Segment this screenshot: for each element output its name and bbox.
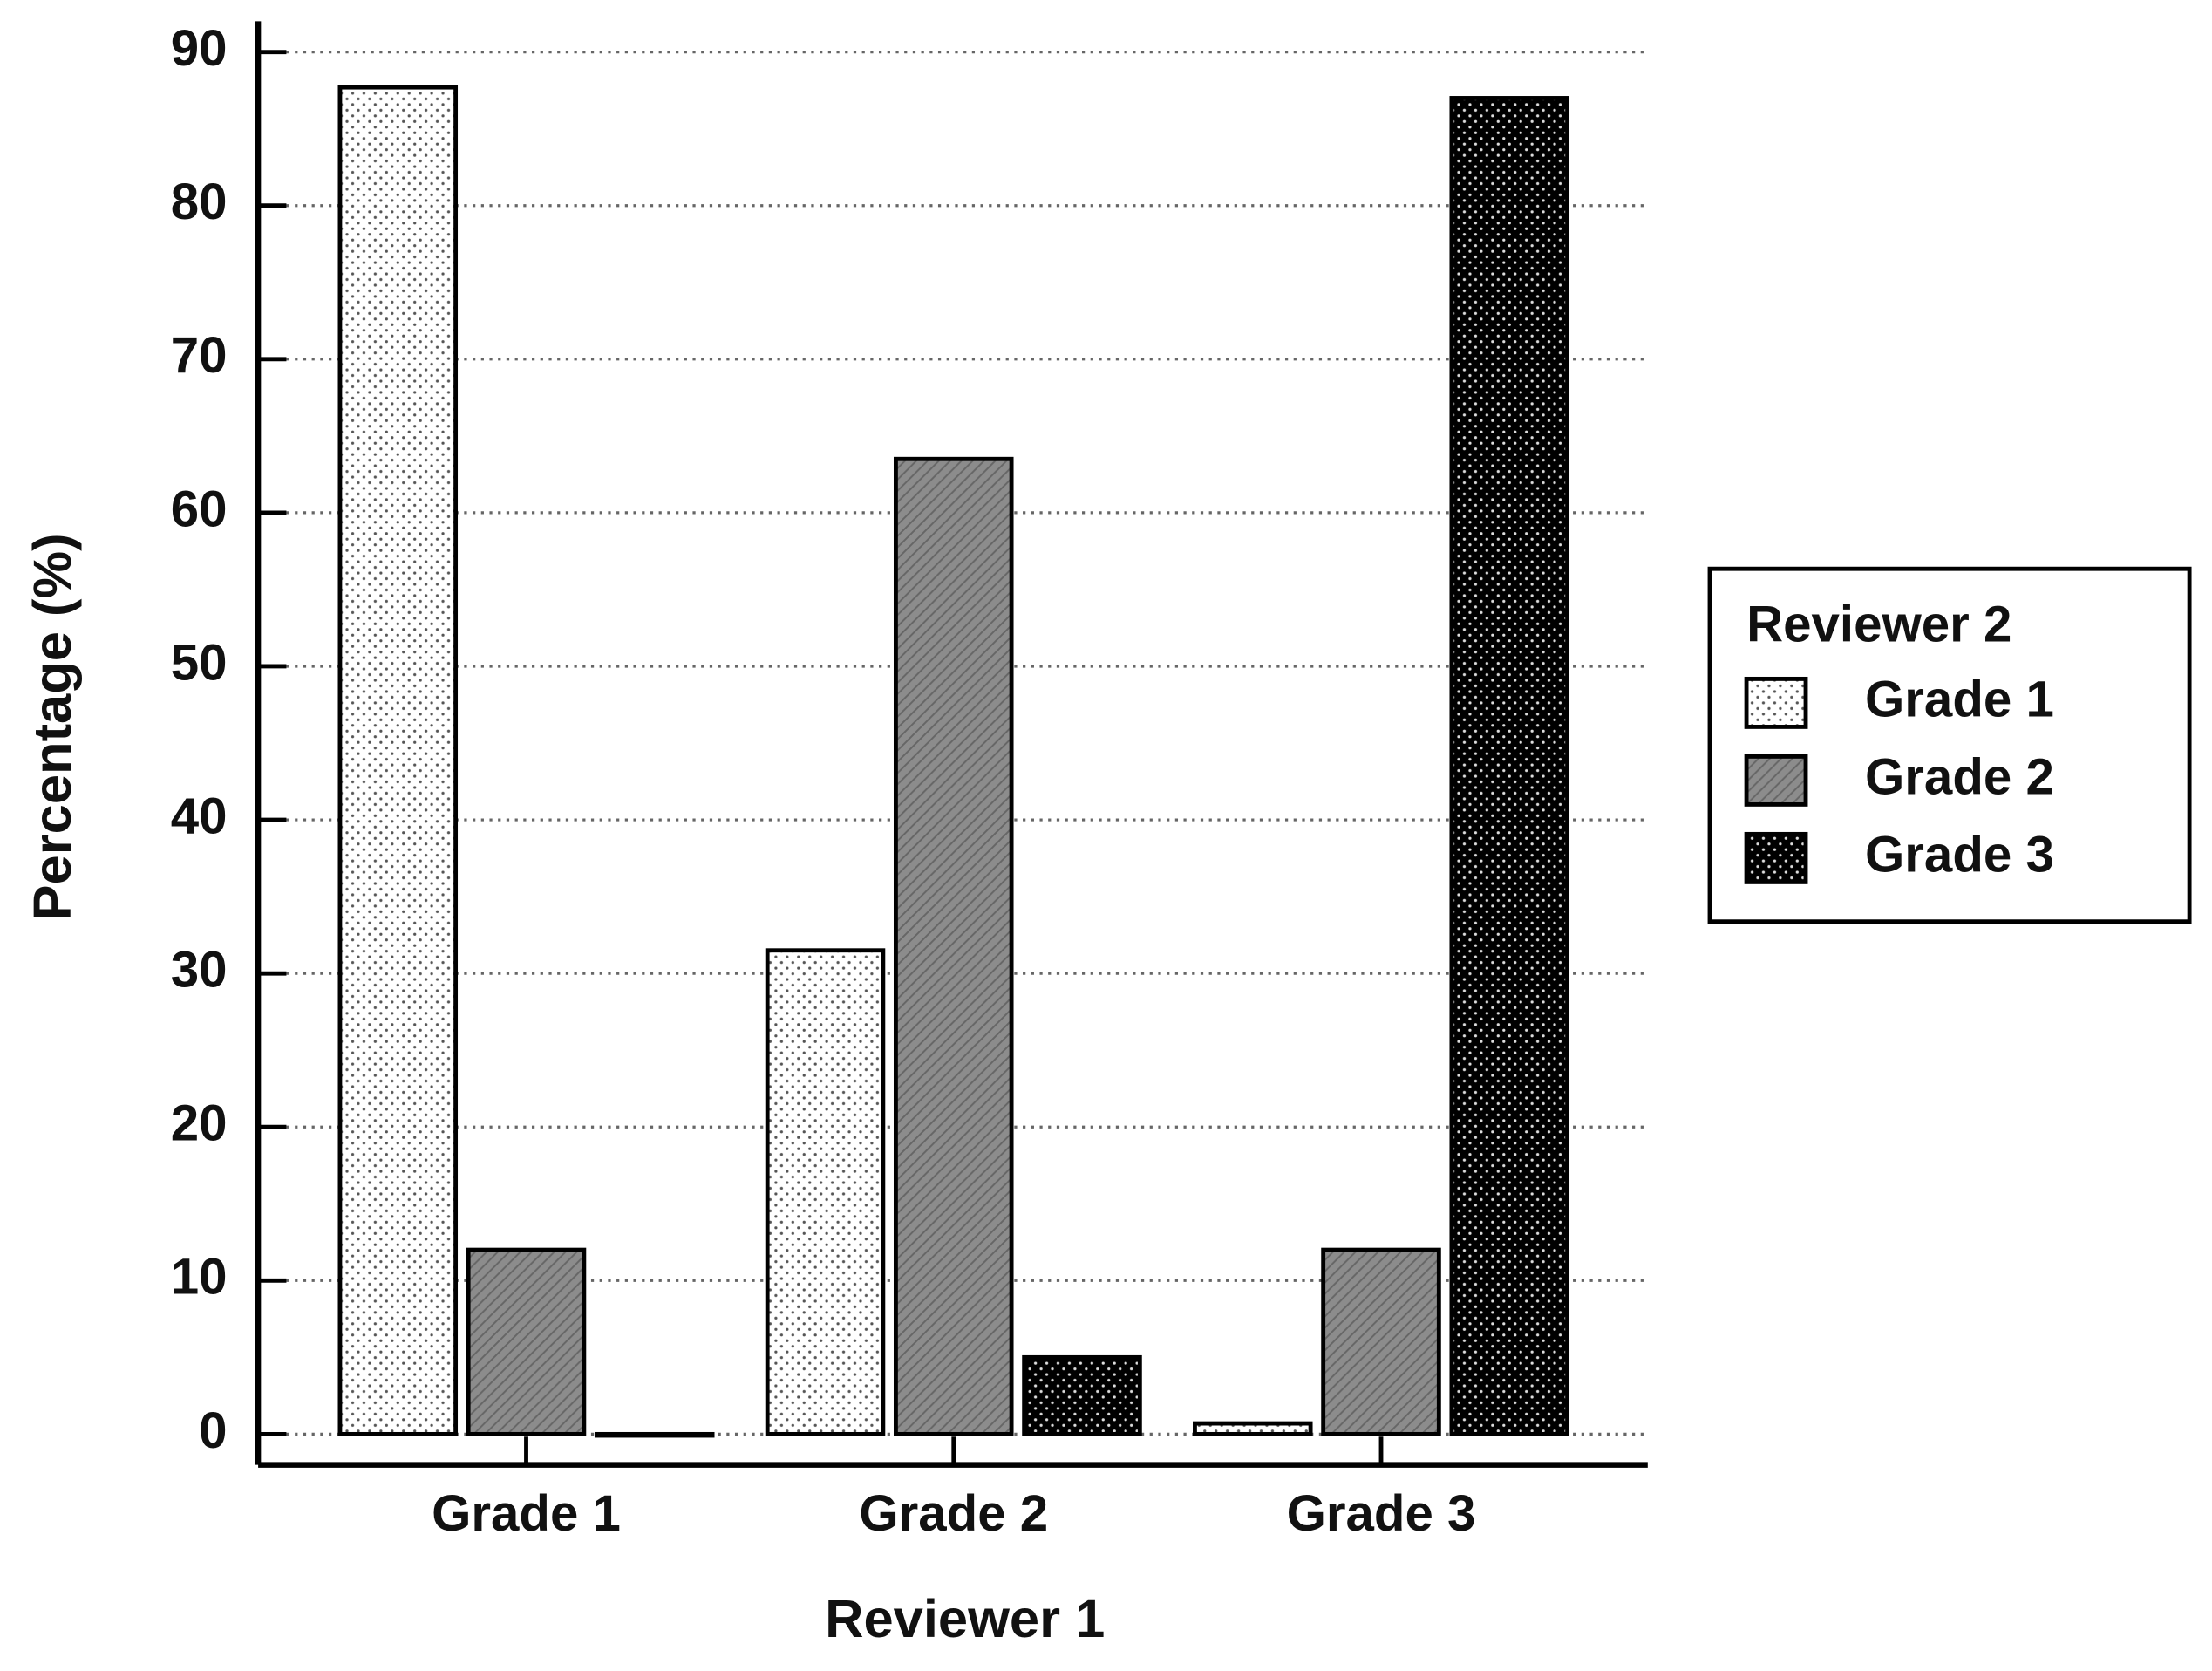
bar bbox=[765, 948, 886, 1436]
y-tick-label: 40 bbox=[171, 788, 228, 844]
y-tick-label: 30 bbox=[171, 942, 228, 999]
y-tick-label: 60 bbox=[171, 481, 228, 537]
x-tick-label: Grade 1 bbox=[432, 1485, 621, 1542]
bar bbox=[466, 1247, 587, 1436]
legend-swatch bbox=[1744, 831, 1808, 884]
legend-label: Grade 2 bbox=[1865, 748, 2054, 805]
y-tick-label: 20 bbox=[171, 1095, 228, 1152]
x-tick-label: Grade 3 bbox=[1287, 1485, 1476, 1542]
legend-swatch bbox=[1744, 754, 1808, 807]
y-tick-label: 70 bbox=[171, 327, 228, 384]
x-tick-label: Grade 2 bbox=[859, 1485, 1048, 1542]
legend-title: Reviewer 2 bbox=[1746, 597, 2011, 653]
y-axis-title: Percentage (%) bbox=[23, 533, 83, 920]
x-axis-title: Reviewer 1 bbox=[825, 1589, 1105, 1649]
bar bbox=[1449, 96, 1570, 1436]
legend-swatch bbox=[1744, 676, 1808, 729]
legend-label: Grade 1 bbox=[1865, 671, 2054, 727]
bar bbox=[893, 456, 1014, 1436]
bar bbox=[1193, 1421, 1313, 1436]
bar bbox=[594, 1431, 715, 1438]
bar bbox=[1321, 1247, 1441, 1436]
bar bbox=[1022, 1354, 1142, 1436]
bar bbox=[337, 85, 459, 1436]
y-tick-label: 50 bbox=[171, 634, 228, 691]
y-tick-label: 80 bbox=[171, 174, 228, 230]
y-tick-label: 90 bbox=[171, 20, 228, 77]
legend-label: Grade 3 bbox=[1865, 826, 2054, 883]
y-tick-label: 0 bbox=[199, 1402, 227, 1459]
y-tick-label: 10 bbox=[171, 1249, 228, 1306]
